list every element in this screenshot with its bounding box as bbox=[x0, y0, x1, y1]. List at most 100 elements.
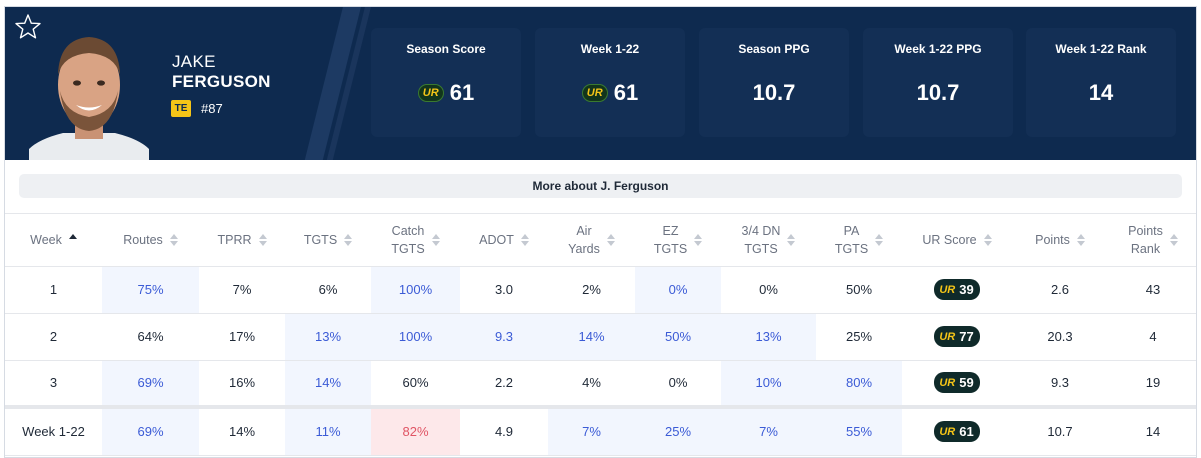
table-cell: 2.6 bbox=[1012, 266, 1108, 314]
column-header[interactable]: Air Yards bbox=[548, 214, 635, 267]
sort-arrows-icon[interactable] bbox=[1076, 233, 1085, 246]
table-cell: 7% bbox=[548, 405, 635, 456]
table-cell: UR 59 bbox=[902, 360, 1012, 408]
column-header-label: TGTS bbox=[303, 232, 338, 247]
weekly-stats-table: Week Routes TPRR TGTS Catch TGTS ADOT Air Yards E… bbox=[5, 214, 1196, 456]
sort-arrows-icon[interactable] bbox=[258, 233, 267, 246]
column-header[interactable]: Catch TGTS bbox=[371, 214, 460, 267]
table-cell: 0% bbox=[635, 360, 721, 408]
column-header-label: Points bbox=[1035, 232, 1070, 247]
table-cell: 3.0 bbox=[460, 266, 548, 314]
table-cell: 43 bbox=[1108, 266, 1196, 314]
column-header[interactable]: TPRR bbox=[199, 214, 285, 267]
table-cell: UR 39 bbox=[902, 266, 1012, 314]
table-cell: 100% bbox=[371, 313, 460, 361]
stat-box-week-ppg: Week 1-22 PPG 10.7 bbox=[863, 28, 1013, 137]
table-body: 1 75% 7% 6% 100% 3.0 2% 0% 0% 50% UR 39 2.6 43 2 64% 17%… bbox=[5, 266, 1196, 456]
sort-arrows-icon[interactable] bbox=[520, 233, 529, 246]
table-cell: 60% bbox=[371, 360, 460, 408]
table-cell: 7% bbox=[199, 266, 285, 314]
stat-value: 10.7 bbox=[916, 80, 960, 105]
column-header[interactable]: 3/4 DN TGTS bbox=[721, 214, 816, 267]
table-cell: 82% bbox=[371, 405, 460, 456]
table-cell: 25% bbox=[635, 405, 721, 456]
column-header[interactable]: UR Score bbox=[902, 214, 1012, 267]
table-cell: 13% bbox=[721, 313, 816, 361]
table-cell: 14% bbox=[285, 360, 371, 408]
stat-value: 14 bbox=[1088, 80, 1114, 105]
table-cell: 80% bbox=[816, 360, 902, 408]
sort-arrows-icon[interactable] bbox=[68, 233, 77, 246]
column-header-label: Catch TGTS bbox=[391, 223, 425, 256]
column-header[interactable]: Routes bbox=[102, 214, 199, 267]
player-card: JAKE FERGUSON TE #87 Season Score UR 61 W… bbox=[4, 6, 1197, 458]
column-header-label: TPRR bbox=[217, 232, 252, 247]
table-cell: 17% bbox=[199, 313, 285, 361]
sort-arrows-icon[interactable] bbox=[983, 233, 992, 246]
column-header[interactable]: Points bbox=[1012, 214, 1108, 267]
table-cell: 0% bbox=[635, 266, 721, 314]
column-header[interactable]: EZ TGTS bbox=[635, 214, 721, 267]
table-cell: 50% bbox=[816, 266, 902, 314]
ur-score-badge: UR 77 bbox=[934, 326, 980, 347]
player-last-name: FERGUSON bbox=[172, 72, 271, 91]
table-cell: 10% bbox=[721, 360, 816, 408]
table-row: Week 1-22 69% 14% 11% 82% 4.9 7% 25% 7% 55% UR 61 10… bbox=[5, 405, 1196, 456]
table-cell: 1 bbox=[5, 266, 102, 314]
ur-score-badge: UR 59 bbox=[934, 372, 980, 394]
column-header-label: 3/4 DN TGTS bbox=[741, 223, 781, 256]
column-header[interactable]: PA TGTS bbox=[816, 214, 902, 267]
ur-logo-icon: UR bbox=[939, 425, 956, 438]
table-cell: 100% bbox=[371, 266, 460, 314]
sort-arrows-icon[interactable] bbox=[694, 233, 703, 246]
table-cell: 4.9 bbox=[460, 405, 548, 456]
column-header-label: ADOT bbox=[479, 232, 514, 247]
column-header[interactable]: TGTS bbox=[285, 214, 371, 267]
table-cell: 4 bbox=[1108, 313, 1196, 361]
player-header: JAKE FERGUSON TE #87 Season Score UR 61 W… bbox=[5, 7, 1196, 160]
sort-arrows-icon[interactable] bbox=[1169, 233, 1178, 246]
column-header-label: UR Score bbox=[922, 232, 977, 247]
ur-logo-icon: UR bbox=[581, 84, 608, 102]
column-header[interactable]: Week bbox=[5, 214, 102, 267]
stat-label: Week 1-22 bbox=[580, 42, 640, 56]
table-cell: Week 1-22 bbox=[5, 405, 102, 456]
table-cell: 25% bbox=[816, 313, 902, 361]
more-about-button[interactable]: More about J. Ferguson bbox=[19, 174, 1182, 198]
ur-logo-icon: UR bbox=[417, 84, 444, 102]
table-cell: 14 bbox=[1108, 405, 1196, 456]
divider bbox=[5, 213, 1196, 214]
table-cell: 2 bbox=[5, 313, 102, 361]
column-header-label: Points Rank bbox=[1128, 223, 1163, 256]
player-avatar bbox=[29, 37, 149, 160]
stat-box-season-score: Season Score UR 61 bbox=[371, 28, 521, 137]
column-header[interactable]: ADOT bbox=[460, 214, 548, 267]
column-header-label: Routes bbox=[123, 232, 163, 247]
stat-value: 61 bbox=[449, 80, 475, 105]
stat-box-week-rank: Week 1-22 Rank 14 bbox=[1026, 28, 1176, 137]
table-cell: 4% bbox=[548, 360, 635, 408]
table-cell: 2% bbox=[548, 266, 635, 314]
sort-arrows-icon[interactable] bbox=[169, 233, 178, 246]
sort-arrows-icon[interactable] bbox=[787, 233, 796, 246]
table-cell: 16% bbox=[199, 360, 285, 408]
star-icon[interactable] bbox=[14, 13, 42, 41]
table-cell: 9.3 bbox=[460, 313, 548, 361]
table-cell: 11% bbox=[285, 405, 371, 456]
sort-arrows-icon[interactable] bbox=[606, 233, 615, 246]
table-cell: 19 bbox=[1108, 360, 1196, 408]
table-cell: 0% bbox=[721, 266, 816, 314]
column-header[interactable]: Points Rank bbox=[1108, 214, 1196, 267]
stat-label: Week 1-22 PPG bbox=[894, 42, 982, 56]
table-cell: 20.3 bbox=[1012, 313, 1108, 361]
column-header-label: EZ TGTS bbox=[653, 223, 688, 256]
stat-label: Season Score bbox=[406, 42, 486, 56]
sort-arrows-icon[interactable] bbox=[344, 233, 353, 246]
position-badge: TE bbox=[171, 100, 191, 117]
stat-value: 10.7 bbox=[752, 80, 796, 105]
ur-score-badge: UR 39 bbox=[934, 279, 980, 300]
table-cell: 14% bbox=[548, 313, 635, 361]
sort-arrows-icon[interactable] bbox=[875, 233, 884, 246]
sort-arrows-icon[interactable] bbox=[431, 233, 440, 246]
stat-box-season-ppg: Season PPG 10.7 bbox=[699, 28, 849, 137]
